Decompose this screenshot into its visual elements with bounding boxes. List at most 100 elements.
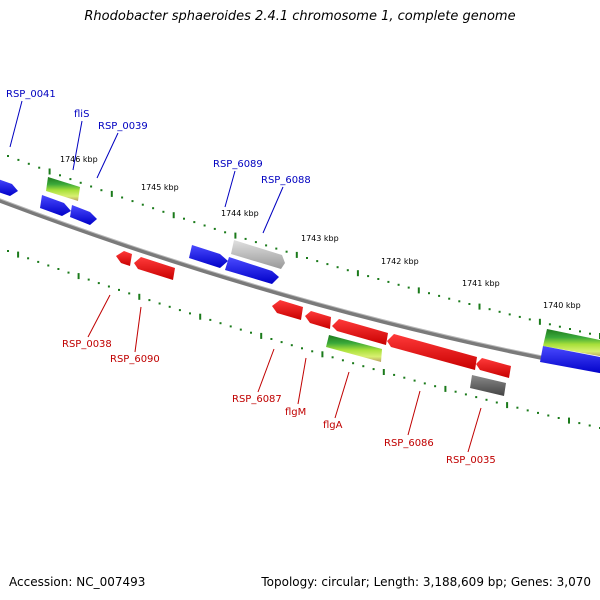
- minor-tick: [152, 207, 155, 210]
- major-tick: [506, 402, 509, 409]
- gene-flga[interactable]: [326, 335, 382, 362]
- minor-tick: [97, 282, 100, 285]
- minor-tick: [423, 382, 426, 385]
- label-rsp-6090: RSP_6090: [110, 354, 160, 365]
- gene-rsp-0038[interactable]: [116, 251, 132, 266]
- forward-label-text: RSP_0041 fliS RSP_0039 RSP_6089 RSP_6088: [6, 89, 311, 186]
- minor-tick: [352, 362, 355, 365]
- outer-tick-track: [7, 155, 600, 339]
- gene-flis[interactable]: [46, 177, 80, 201]
- gene-rsp-0039-b[interactable]: [70, 205, 97, 225]
- minor-tick: [458, 300, 461, 303]
- minor-tick: [141, 203, 144, 206]
- gene-rsp-6086[interactable]: [387, 334, 477, 370]
- major-tick: [110, 190, 113, 197]
- minor-tick: [537, 411, 539, 414]
- minor-tick: [387, 280, 390, 283]
- minor-tick: [79, 181, 82, 184]
- minor-tick: [27, 162, 30, 165]
- minor-tick: [57, 268, 60, 270]
- minor-tick: [239, 328, 242, 331]
- minor-tick: [468, 303, 471, 305]
- minor-tick: [372, 368, 375, 371]
- minor-tick: [558, 325, 561, 328]
- gene-green-forward[interactable]: [543, 329, 600, 357]
- major-tick: [138, 293, 141, 300]
- tick-label-1743: 1743 kbp: [301, 234, 339, 243]
- gene-blue-forward-right[interactable]: [540, 346, 600, 374]
- tick-label-1741: 1741 kbp: [462, 279, 500, 288]
- major-tick: [538, 318, 541, 325]
- minor-tick: [285, 250, 288, 253]
- minor-tick: [393, 373, 396, 376]
- major-tick: [356, 270, 359, 277]
- leader-rsp-6088: [262, 186, 284, 234]
- minor-tick: [311, 350, 314, 353]
- minor-tick: [454, 390, 457, 393]
- accession-text: Accession: NC_007493: [9, 575, 146, 589]
- gene-rsp-6089[interactable]: [189, 245, 228, 268]
- major-tick: [321, 351, 324, 358]
- tick-label-1742: 1742 kbp: [381, 257, 419, 266]
- gene-rsp-0035[interactable]: [470, 375, 506, 396]
- minor-tick: [87, 278, 90, 281]
- label-flga: flgA: [323, 420, 343, 431]
- minor-tick: [331, 356, 334, 359]
- minor-tick: [229, 325, 232, 328]
- minor-tick: [434, 385, 437, 388]
- minor-tick: [128, 292, 131, 295]
- major-tick: [172, 212, 175, 219]
- forward-labels: [9, 100, 284, 234]
- minor-tick: [224, 231, 227, 234]
- tick-label-1745: 1745 kbp: [141, 183, 179, 192]
- major-tick: [295, 251, 298, 258]
- minor-tick: [475, 396, 478, 399]
- tick-label-1740: 1740 kbp: [543, 301, 581, 310]
- reverse-labels: [87, 294, 482, 453]
- major-tick: [260, 332, 263, 339]
- major-tick: [234, 232, 237, 239]
- minor-tick: [485, 398, 488, 401]
- minor-tick: [193, 221, 196, 224]
- leader-rsp-0041: [9, 100, 23, 148]
- gene-rsp-0041[interactable]: [0, 178, 18, 196]
- gene-rsp-6087[interactable]: [272, 300, 303, 320]
- gene-grey-forward[interactable]: [231, 240, 285, 269]
- minor-tick: [547, 414, 550, 417]
- label-rsp-0038: RSP_0038: [62, 339, 112, 350]
- minor-tick: [118, 288, 120, 291]
- gene-red-reverse-right[interactable]: [476, 358, 511, 378]
- label-rsp-0035: RSP_0035: [446, 455, 496, 466]
- gene-rsp-6090[interactable]: [134, 257, 175, 280]
- minor-tick: [219, 322, 222, 325]
- gene-rsp-6088[interactable]: [225, 257, 279, 284]
- minor-tick: [403, 376, 406, 379]
- minor-tick: [183, 217, 185, 220]
- major-tick: [48, 168, 51, 175]
- minor-tick: [131, 200, 134, 203]
- label-flis: fliS: [74, 109, 89, 120]
- gene-rsp-0039-a[interactable]: [40, 195, 71, 216]
- major-tick: [444, 385, 447, 392]
- minor-tick: [209, 318, 212, 321]
- major-tick: [382, 369, 385, 375]
- gene-flga-red[interactable]: [332, 319, 388, 345]
- minor-tick: [290, 344, 293, 347]
- minor-tick: [548, 323, 551, 326]
- minor-tick: [244, 237, 247, 240]
- minor-tick: [168, 305, 171, 308]
- minor-tick: [301, 347, 303, 350]
- major-tick: [568, 417, 570, 424]
- minor-tick: [213, 227, 216, 230]
- scale-labels: 1746 kbp 1745 kbp 1744 kbp 1743 kbp 1742…: [60, 155, 581, 310]
- tick-label-1746: 1746 kbp: [60, 155, 98, 164]
- reverse-label-text: RSP_0038 RSP_6090 RSP_6087 flgM flgA RSP…: [62, 339, 496, 466]
- gene-flgm[interactable]: [305, 311, 331, 329]
- reverse-genes: [116, 251, 511, 396]
- minor-tick: [17, 158, 20, 161]
- major-tick: [417, 287, 420, 294]
- minor-tick: [148, 299, 151, 302]
- minor-tick: [362, 365, 365, 368]
- leader-rsp-0039: [96, 132, 119, 179]
- minor-tick: [90, 185, 93, 188]
